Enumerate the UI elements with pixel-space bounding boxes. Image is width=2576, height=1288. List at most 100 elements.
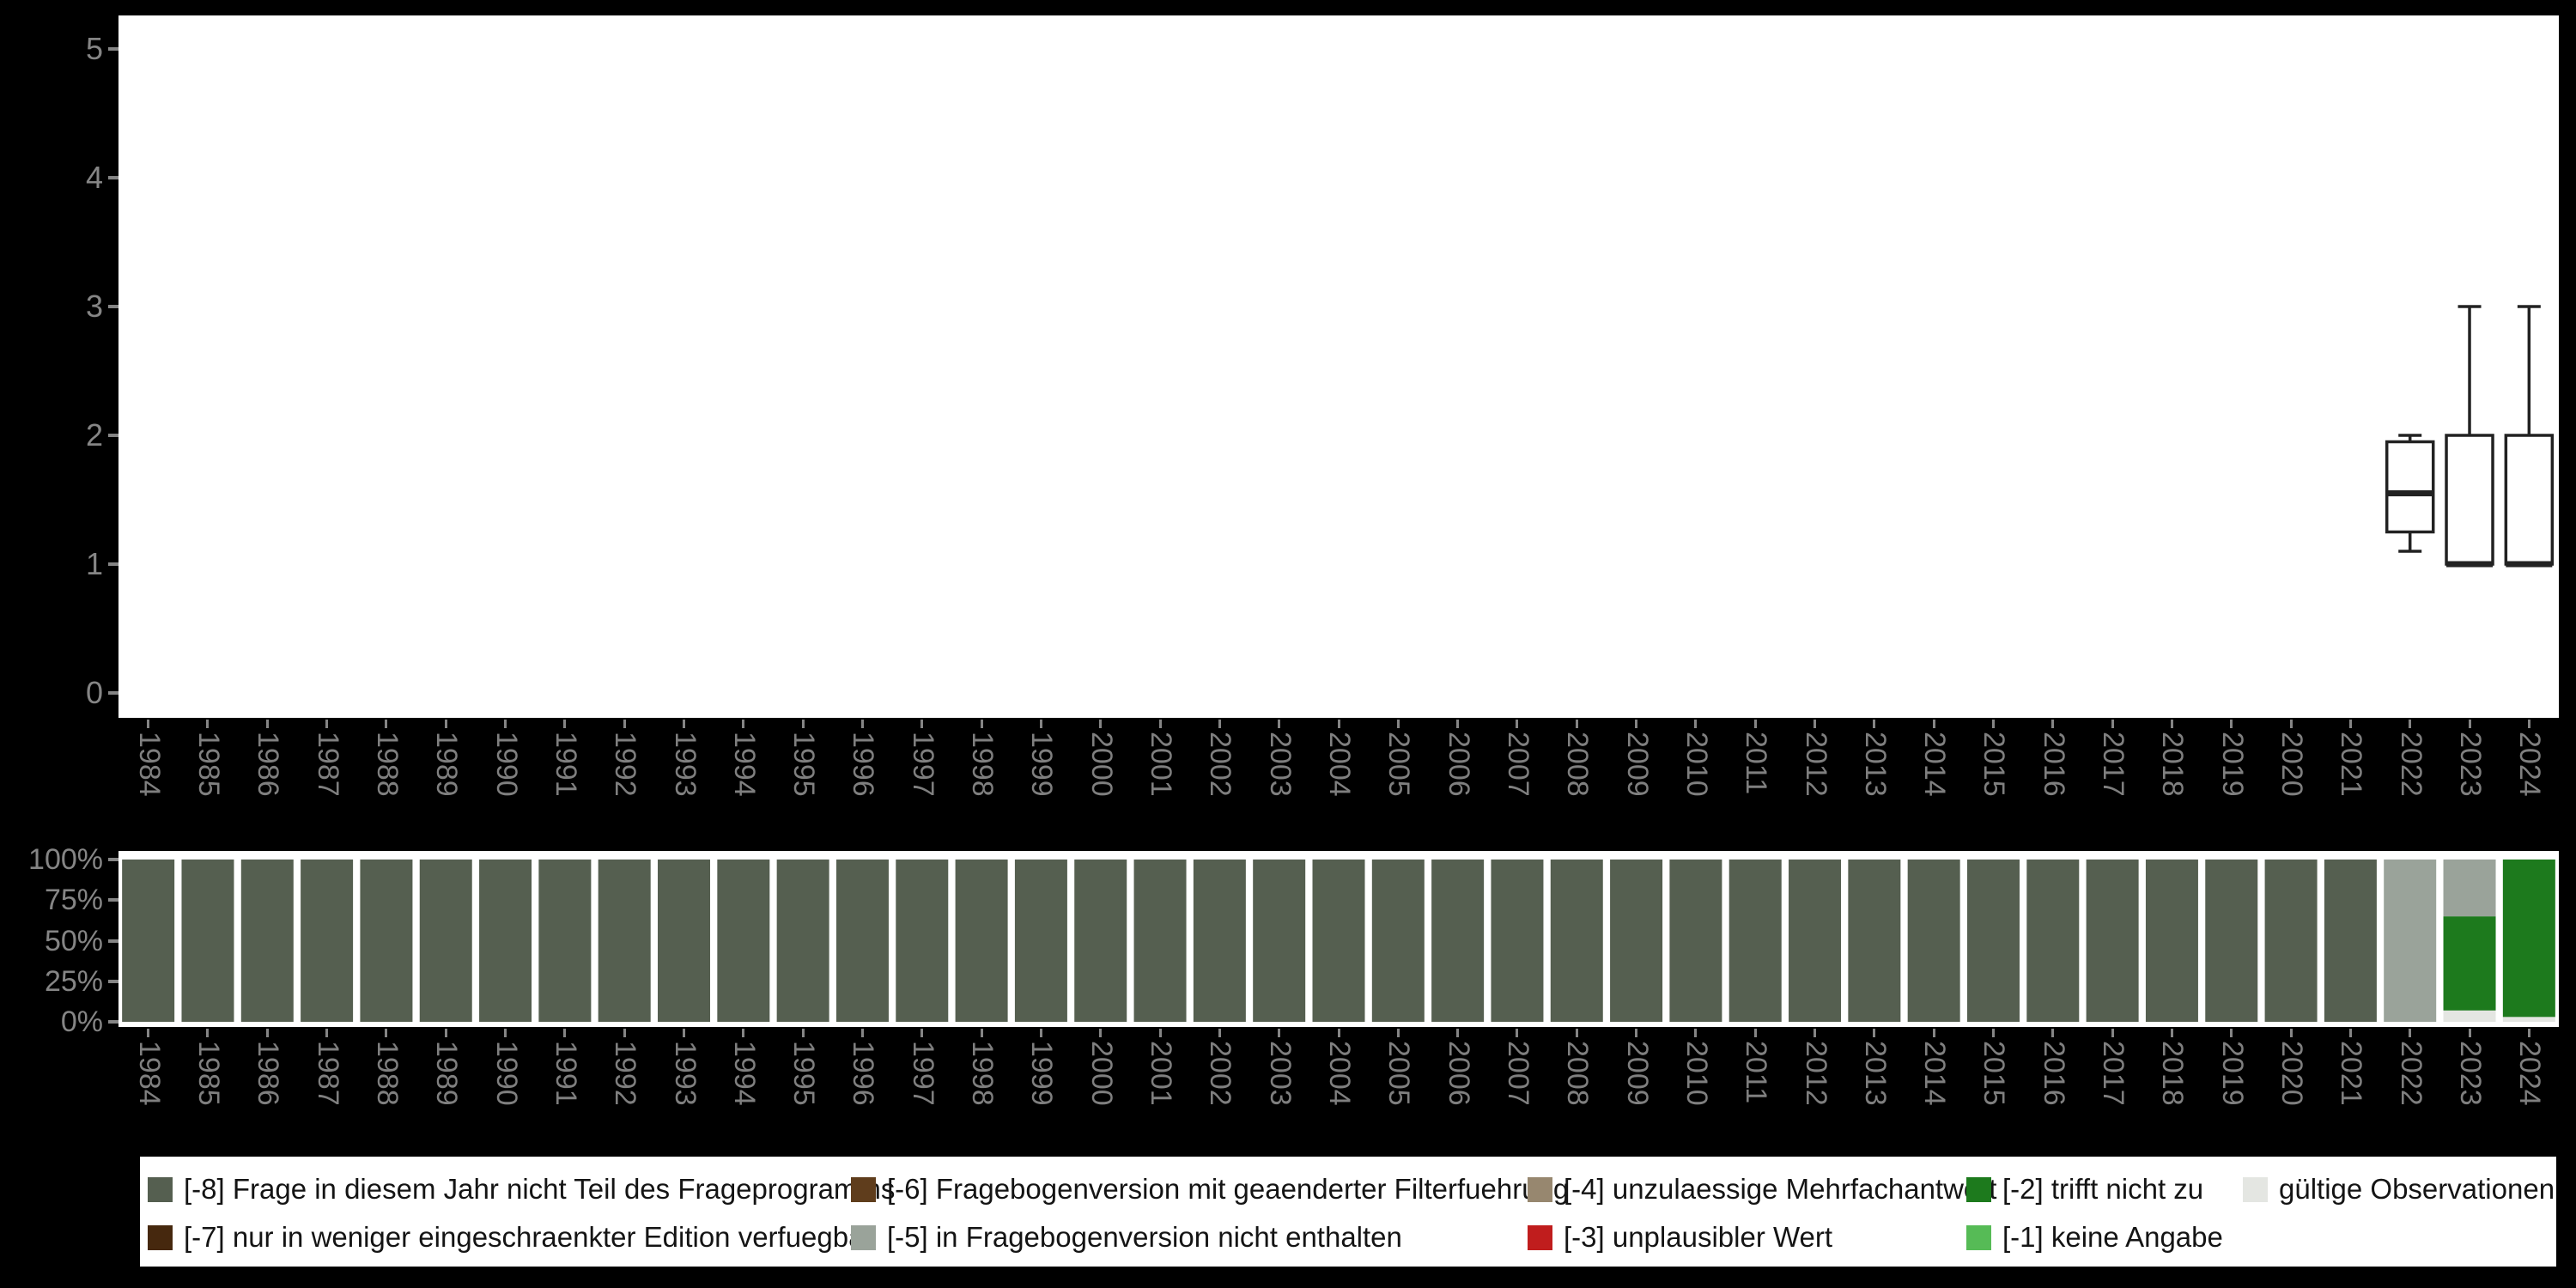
boxplot-xtick-label-2021: 2021 (2335, 732, 2367, 797)
boxplot-xtick-mark (1218, 720, 1221, 728)
bar-2016 (2026, 860, 2080, 1022)
boxplot-xtick-mark (1040, 720, 1042, 728)
boxplot-xtick-mark (2290, 720, 2293, 728)
boxplot-ytick-label: 2 (85, 417, 103, 453)
bar-2021 (2324, 860, 2377, 1022)
legend-label-minus2: [-2] trifft nicht zu (2002, 1173, 2204, 1205)
legend-item-minus8[interactable]: [-8] Frage in diesem Jahr nicht Teil des… (148, 1173, 895, 1205)
bar-xtick-label-2002: 2002 (1204, 1041, 1236, 1106)
bar-segment-minus8 (835, 860, 889, 1022)
bar-2014 (1907, 860, 1960, 1022)
boxplot-xtick-label-2001: 2001 (1145, 732, 1177, 797)
bar-2008 (1550, 860, 1603, 1022)
boxplot-xtick-label-1998: 1998 (966, 732, 999, 797)
bar-segment-minus8 (122, 860, 175, 1022)
legend-item-minus1[interactable]: [-1] keine Angabe (1966, 1221, 2223, 1253)
bar-ytick-mark (108, 898, 118, 902)
boxplot-xtick-mark (1754, 720, 1757, 728)
bar-xtick-label-2019: 2019 (2216, 1041, 2249, 1106)
legend-item-minus5[interactable]: [-5] in Fragebogenversion nicht enthalte… (851, 1221, 1402, 1253)
bar-xtick-label-1992: 1992 (609, 1041, 641, 1106)
bar-ytick-mark (108, 1020, 118, 1024)
bar-2003 (1253, 860, 1306, 1022)
bar-2005 (1371, 860, 1425, 1022)
bar-xtick-label-2018: 2018 (2156, 1041, 2189, 1106)
legend-item-valid[interactable]: gültige Observationen (2243, 1173, 2555, 1205)
boxplot-xtick-label-1990: 1990 (490, 732, 523, 797)
boxplot-xtick-label-2009: 2009 (1621, 732, 1654, 797)
boxplot-xtick-mark (2230, 720, 2233, 728)
bar-segment-minus8 (2026, 860, 2080, 1022)
legend-label-minus4: [-4] unzulaessige Mehrfachantwort (1564, 1173, 1997, 1205)
bar-ytick-label: 50% (44, 924, 103, 957)
bar-2001 (1133, 860, 1187, 1022)
bar-xtick-mark (861, 1029, 864, 1037)
bar-xtick-label-1996: 1996 (847, 1041, 879, 1106)
legend: [-8] Frage in diesem Jahr nicht Teil des… (140, 1157, 2556, 1267)
boxplot-xtick-label-1994: 1994 (728, 732, 761, 797)
legend-item-minus2[interactable]: [-2] trifft nicht zu (1966, 1173, 2204, 1205)
bar-segment-minus2 (2502, 860, 2555, 1018)
boxplot-xtick-mark (1099, 720, 1102, 728)
bar-xtick-mark (1159, 1029, 1162, 1037)
bar-xtick-mark (1397, 1029, 1400, 1037)
bar-segment-minus8 (1074, 860, 1127, 1022)
boxplot-xtick-mark (325, 720, 328, 728)
bar-segment-minus8 (1907, 860, 1960, 1022)
boxplot-xtick-label-2015: 2015 (1978, 732, 2010, 797)
legend-swatch-minus7 (148, 1224, 173, 1250)
boxplot-xtick-mark (1397, 720, 1400, 728)
bar-xtick-mark (2171, 1029, 2173, 1037)
legend-item-minus3[interactable]: [-3] unplausibler Wert (1528, 1221, 1832, 1253)
bar-2023 (2443, 860, 2496, 1022)
boxplot-xtick-mark (266, 720, 269, 728)
bar-2017 (2086, 860, 2139, 1022)
bar-xtick-label-2014: 2014 (1918, 1041, 1951, 1106)
bar-xtick-label-2013: 2013 (1859, 1041, 1892, 1106)
bar-segment-minus8 (2264, 860, 2318, 1022)
bar-segment-minus8 (1728, 860, 1782, 1022)
bar-1992 (598, 860, 651, 1022)
bar-segment-minus8 (776, 860, 829, 1022)
boxplot-xtick-label-1992: 1992 (609, 732, 641, 797)
boxplot-xtick-label-1995: 1995 (787, 732, 820, 797)
boxplot-ytick-label: 5 (85, 31, 103, 66)
missings-bar-panel (118, 851, 2559, 1027)
bar-1986 (240, 860, 294, 1022)
legend-item-minus4[interactable]: [-4] unzulaessige Mehrfachantwort (1528, 1173, 1997, 1205)
bar-xtick-label-2021: 2021 (2335, 1041, 2367, 1106)
boxplot-xtick-label-1988: 1988 (371, 732, 404, 797)
bar-xtick-mark (1516, 1029, 1518, 1037)
bar-1989 (419, 860, 472, 1022)
bar-xtick-label-1985: 1985 (192, 1041, 225, 1106)
legend-label-minus7: [-7] nur in weniger eingeschraenkter Edi… (184, 1221, 874, 1253)
bar-xtick-mark (623, 1029, 626, 1037)
boxplot-xtick-mark (1933, 720, 1935, 728)
bar-xtick-label-2000: 2000 (1085, 1041, 1118, 1106)
bar-xtick-label-1990: 1990 (490, 1041, 523, 1106)
bar-segment-minus8 (538, 860, 592, 1022)
boxplot-xtick-label-2016: 2016 (2038, 732, 2070, 797)
bar-xtick-label-1994: 1994 (728, 1041, 761, 1106)
boxplot-xtick-label-2019: 2019 (2216, 732, 2249, 797)
legend-item-minus6[interactable]: [-6] Fragebogenversion mit geaenderter F… (851, 1173, 1569, 1205)
boxplot-xtick-mark (1873, 720, 1875, 728)
boxplot-xtick-label-2010: 2010 (1680, 732, 1713, 797)
bar-segment-minus8 (2145, 860, 2198, 1022)
bar-ytick-label: 100% (28, 843, 103, 876)
bar-xtick-label-1986: 1986 (252, 1041, 284, 1106)
bar-2010 (1669, 860, 1722, 1022)
boxplot-xtick-label-1986: 1986 (252, 732, 284, 797)
bar-xtick-label-1995: 1995 (787, 1041, 820, 1106)
bar-xtick-mark (981, 1029, 983, 1037)
bar-segment-minus8 (301, 860, 354, 1022)
bar-1995 (776, 860, 829, 1022)
boxplot-xtick-label-2008: 2008 (1561, 732, 1594, 797)
bar-segment-minus8 (2324, 860, 2377, 1022)
bar-2018 (2145, 860, 2198, 1022)
bar-xtick-label-1984: 1984 (133, 1041, 166, 1106)
bar-1990 (479, 860, 532, 1022)
boxplot-xtick-mark (563, 720, 566, 728)
legend-item-minus7[interactable]: [-7] nur in weniger eingeschraenkter Edi… (148, 1221, 874, 1253)
boxplot-xtick-label-2007: 2007 (1502, 732, 1534, 797)
